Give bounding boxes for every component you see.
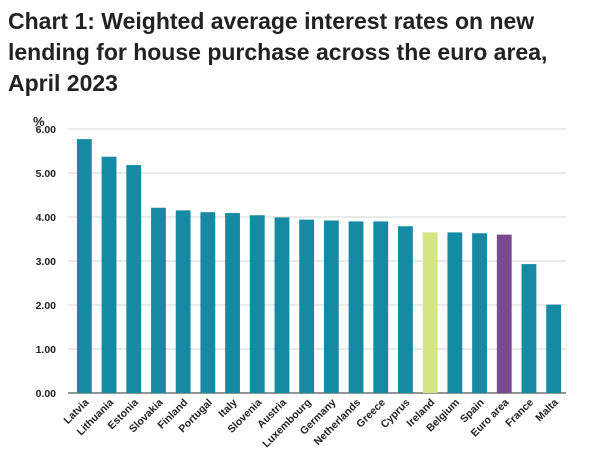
bar-luxembourg (299, 219, 315, 393)
bar-euro-area (496, 234, 512, 393)
bar-ireland (422, 232, 438, 393)
bar-estonia (126, 165, 142, 393)
y-tick-label: 2.00 (36, 300, 57, 312)
y-tick-label: 1.00 (36, 344, 57, 356)
chart-title: Chart 1: Weighted average interest rates… (8, 8, 553, 96)
y-tick-label: 5.00 (36, 168, 57, 180)
gridlines (68, 128, 566, 394)
bar-germany (323, 220, 339, 393)
bar-greece (373, 221, 389, 393)
y-axis-unit-label: % (33, 114, 45, 129)
bar-france (521, 264, 537, 393)
y-tick-label: 3.00 (36, 256, 57, 268)
bar-latvia (76, 139, 92, 393)
y-axis-ticks: 0.00 1.00 2.00 3.00 4.00 5.00 6.00 (36, 124, 57, 400)
bar-belgium (447, 232, 463, 393)
bars (76, 139, 562, 393)
y-tick-label: 0.00 (36, 388, 57, 400)
bar-finland (175, 210, 191, 393)
bar-slovakia (151, 207, 166, 393)
x-tick-label: Malta (533, 397, 561, 425)
bar-lithuania (101, 156, 117, 393)
x-tick-label: France (503, 397, 536, 430)
x-axis-labels: LatviaLithuaniaEstoniaSlovakiaFinlandPor… (62, 397, 561, 451)
bar-malta (546, 304, 562, 393)
bar-austria (274, 217, 290, 393)
bar-netherlands (348, 221, 364, 393)
bar-cyprus (398, 226, 413, 393)
y-tick-label: 4.00 (36, 212, 57, 224)
bar-portugal (200, 212, 216, 393)
y-tick-label: 6.00 (36, 124, 57, 136)
bar-italy (225, 213, 240, 393)
bar-spain (472, 233, 487, 393)
bar-slovenia (249, 215, 265, 393)
